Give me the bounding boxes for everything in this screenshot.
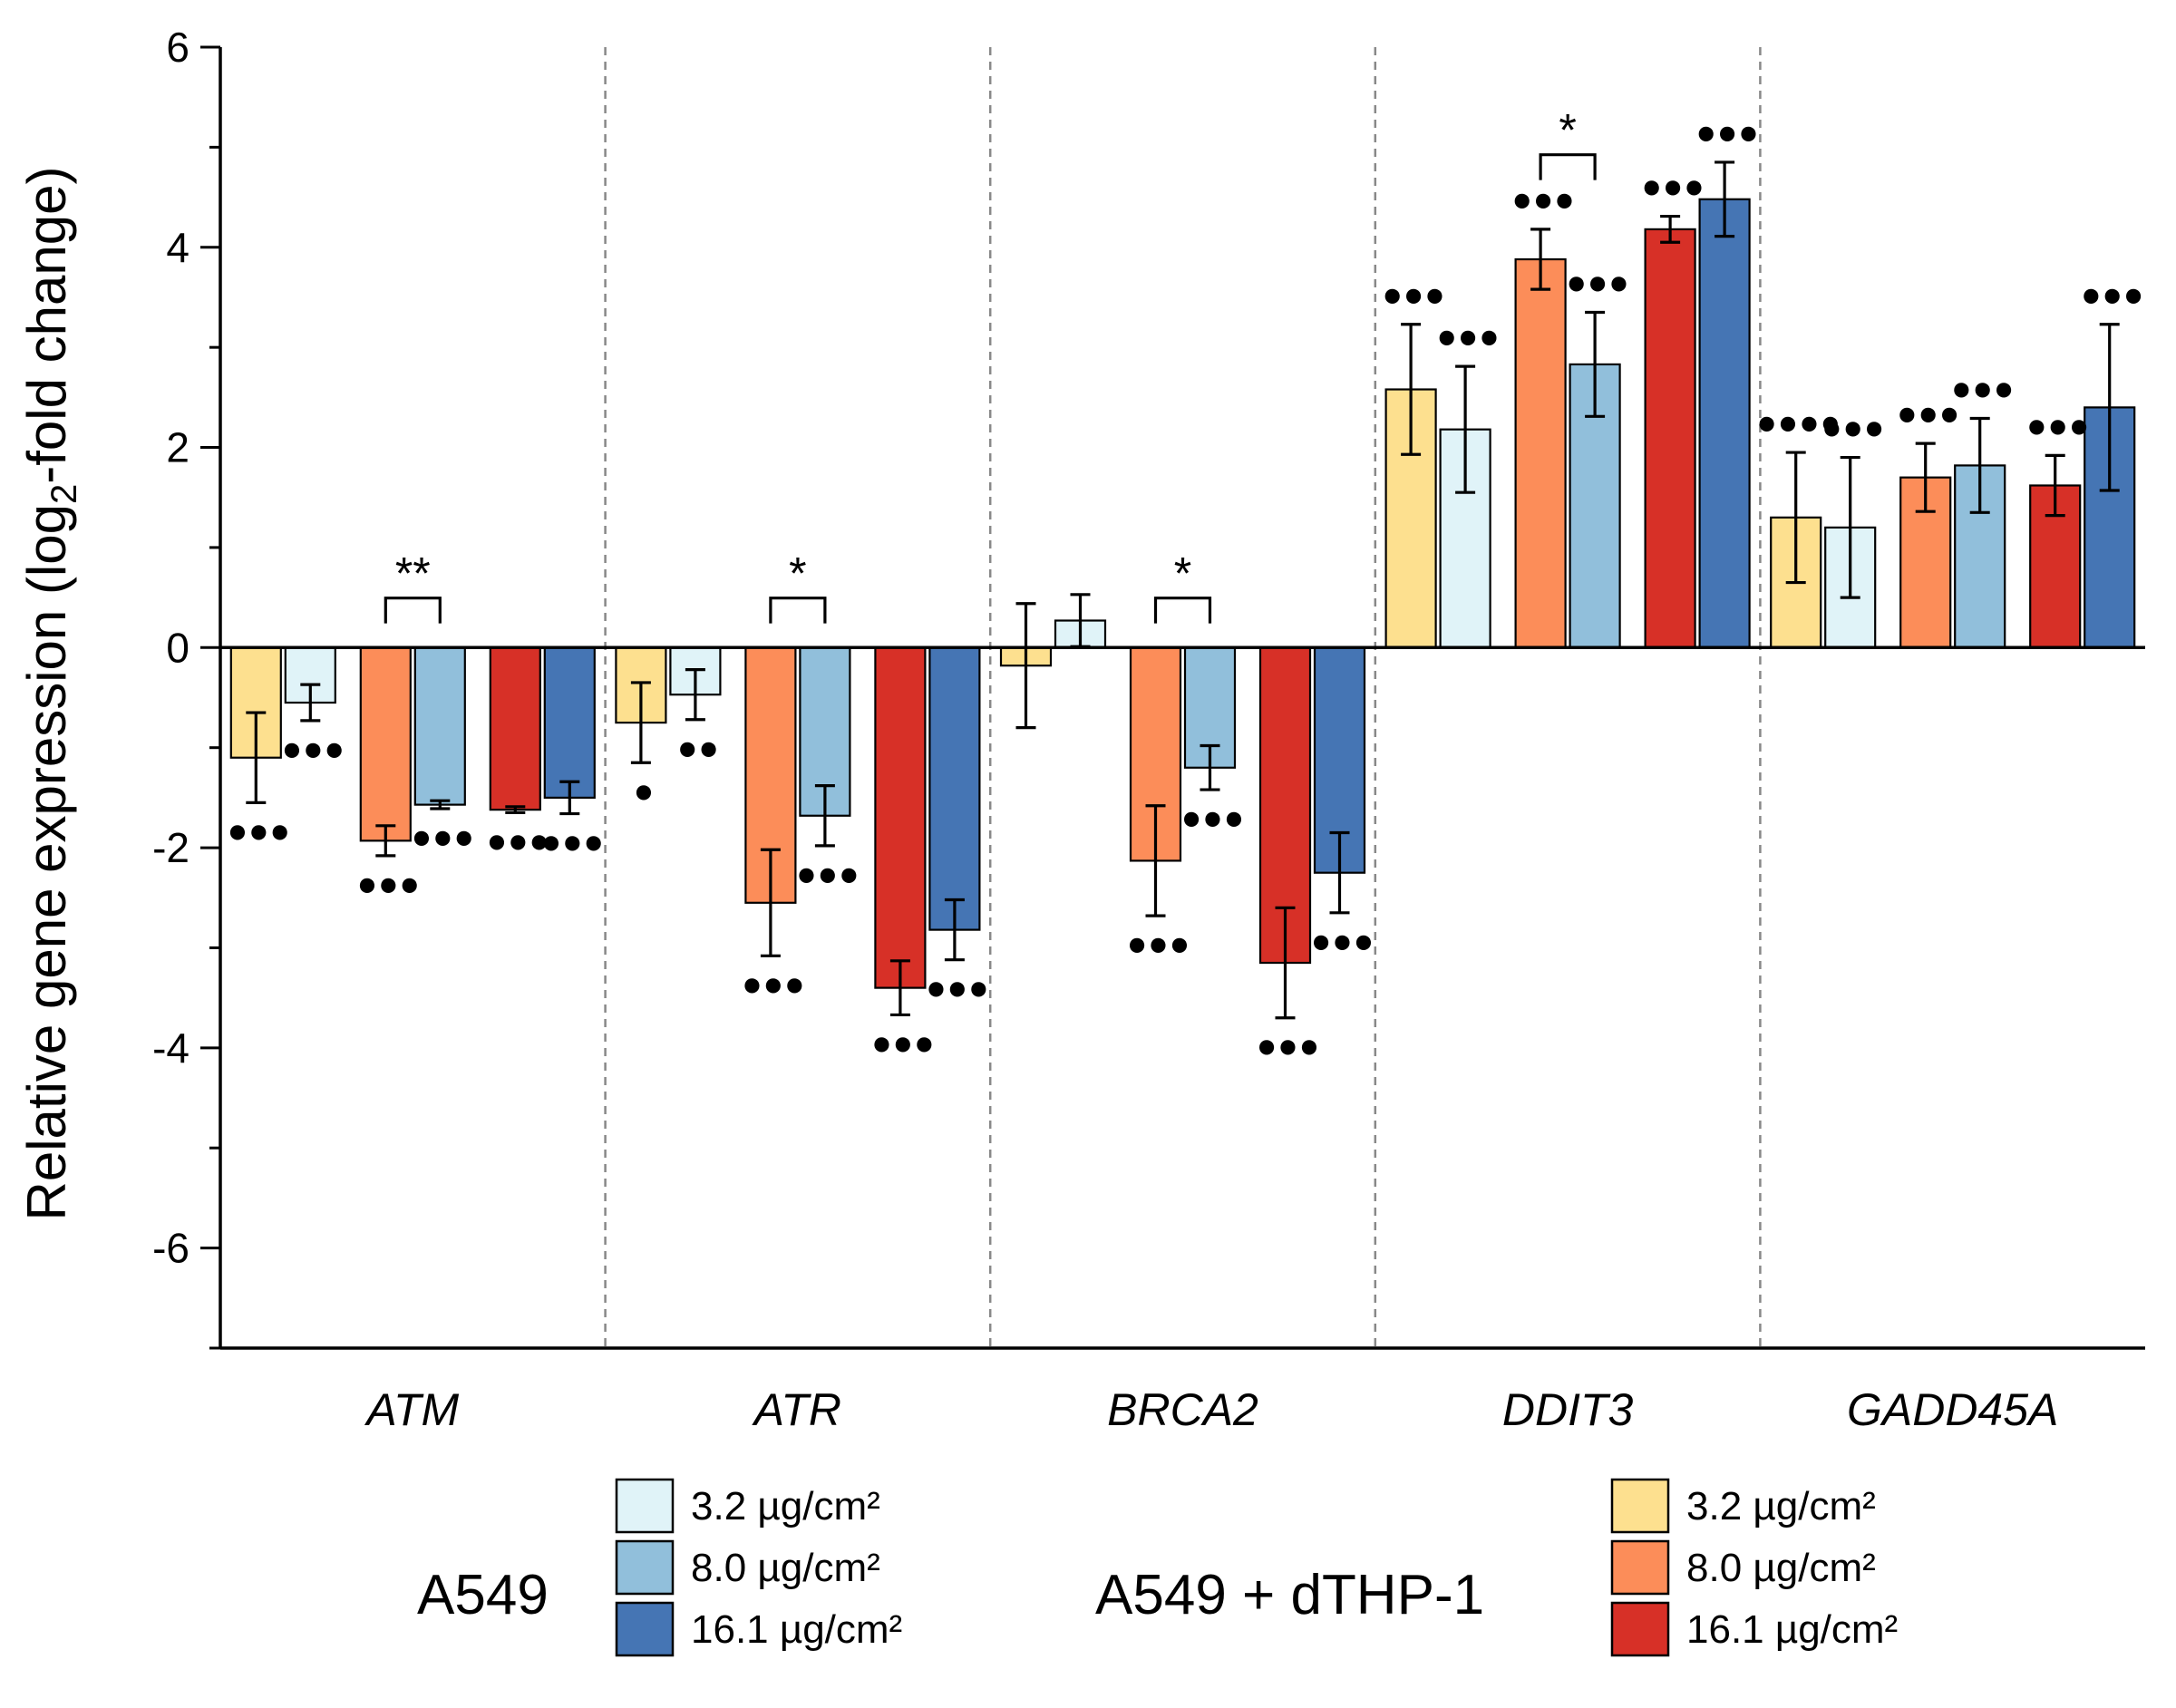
significance-dots: ••• xyxy=(2024,403,2087,452)
x-category-label: BRCA2 xyxy=(1107,1384,1258,1435)
bar xyxy=(1644,228,1696,649)
bar xyxy=(874,646,927,989)
comparison-bracket xyxy=(384,597,442,624)
legend-entry-label: 8.0 µg/cm² xyxy=(1686,1546,1876,1590)
y-tick-label: -6 xyxy=(152,1225,189,1272)
significance-dots: ••• xyxy=(1307,919,1371,968)
legend-entry-label: 3.2 µg/cm² xyxy=(1686,1484,1876,1528)
significance-star: * xyxy=(1559,105,1576,156)
significance-dots: ••• xyxy=(1894,392,1957,441)
significance-dots: • xyxy=(630,769,651,818)
x-category-label: ATR xyxy=(752,1384,841,1435)
y-tick-label: 0 xyxy=(166,624,189,671)
significance-dots: ••• xyxy=(869,1021,932,1070)
significance-dots: ••• xyxy=(1693,111,1756,160)
significance-dots: ••• xyxy=(1379,273,1443,322)
comparison-bracket xyxy=(1539,153,1597,180)
x-category-label: ATM xyxy=(364,1384,459,1435)
legend-swatch xyxy=(615,1539,675,1596)
axes: 6 4 2 0 -2 -4 -6 ATM ATR BRCA2 DDIT3 GADD45A xyxy=(152,24,2145,1435)
bar xyxy=(359,646,412,842)
bar xyxy=(489,646,541,811)
significance-dots: ••• xyxy=(278,727,342,776)
bar xyxy=(543,646,596,799)
x-category-label: GADD45A xyxy=(1847,1384,2058,1435)
legend-swatch xyxy=(1610,1478,1670,1534)
legend-entry-label: 8.0 µg/cm² xyxy=(691,1546,880,1590)
significance-dots: ••• xyxy=(1948,367,2012,416)
error-bars-layer xyxy=(246,160,2120,1020)
significance-dots: ••• xyxy=(739,962,802,1011)
significance-dots: ••• xyxy=(1509,178,1572,227)
legend-swatch xyxy=(1610,1539,1670,1596)
bar xyxy=(928,646,981,931)
legend-group-label: A549 + dTHP-1 xyxy=(1095,1564,1484,1626)
legend-entry-label: 3.2 µg/cm² xyxy=(691,1484,880,1528)
significance-dots: ••• xyxy=(354,862,417,911)
significance-dots: •••• xyxy=(1753,401,1839,450)
significance-dots: ••• xyxy=(1819,406,1882,455)
legend-swatch xyxy=(615,1601,675,1657)
comparison-brackets-layer: ** * ** xyxy=(384,105,1597,624)
significance-star: ** xyxy=(395,548,431,599)
significance-dots: ••• xyxy=(923,966,986,1015)
y-axis-label: Relative gene expression (log2-fold chan… xyxy=(16,167,84,1221)
legend-swatch xyxy=(1610,1601,1670,1657)
significance-dots: ••• xyxy=(1433,315,1497,364)
significance-dots: ••• xyxy=(1123,922,1187,971)
significance-dots: ••• xyxy=(538,820,601,869)
comparison-bracket xyxy=(1153,597,1212,624)
legend-group-label: A549 xyxy=(417,1564,549,1626)
significance-dots: ••• xyxy=(1253,1024,1316,1073)
bar xyxy=(1698,198,1751,649)
significance-dots: ••• xyxy=(1563,261,1627,310)
bar xyxy=(1514,257,1567,649)
y-tick-label: 2 xyxy=(166,424,189,471)
significance-star: * xyxy=(1174,548,1191,599)
y-axis-label-suffix: -fold change) xyxy=(16,167,77,484)
significance-dots: ••• xyxy=(1638,165,1702,214)
significance-dots: ••• xyxy=(224,809,287,858)
significance-dots: ••• xyxy=(1178,796,1241,845)
y-tick-label: 4 xyxy=(166,224,189,271)
y-axis-label-subscript: 2 xyxy=(44,484,84,504)
significance-dots: •• xyxy=(674,726,716,775)
y-tick-label: -2 xyxy=(152,824,189,871)
significance-dots: ••• xyxy=(408,815,471,864)
legend-entry-label: 16.1 µg/cm² xyxy=(691,1607,902,1652)
significance-star: * xyxy=(789,548,806,599)
bar xyxy=(413,646,466,806)
legend-entry-label: 16.1 µg/cm² xyxy=(1686,1607,1898,1652)
comparison-bracket xyxy=(769,597,827,624)
y-tick-label: 6 xyxy=(166,24,189,71)
legend-swatch xyxy=(615,1478,675,1534)
bars-layer xyxy=(229,198,2136,989)
significance-dots: ••• xyxy=(2078,273,2142,322)
significance-dots: ••• xyxy=(793,852,857,901)
y-axis-label-prefix: Relative gene expression (log xyxy=(16,504,77,1220)
y-tick-label: -4 xyxy=(152,1024,189,1072)
significance-dots: ••• xyxy=(483,819,547,868)
legend: A549 3.2 µg/cm² 8.0 µg/cm² 16.1 µg/cm² A549 … xyxy=(417,1478,1898,1657)
x-category-label: DDIT3 xyxy=(1502,1384,1634,1435)
